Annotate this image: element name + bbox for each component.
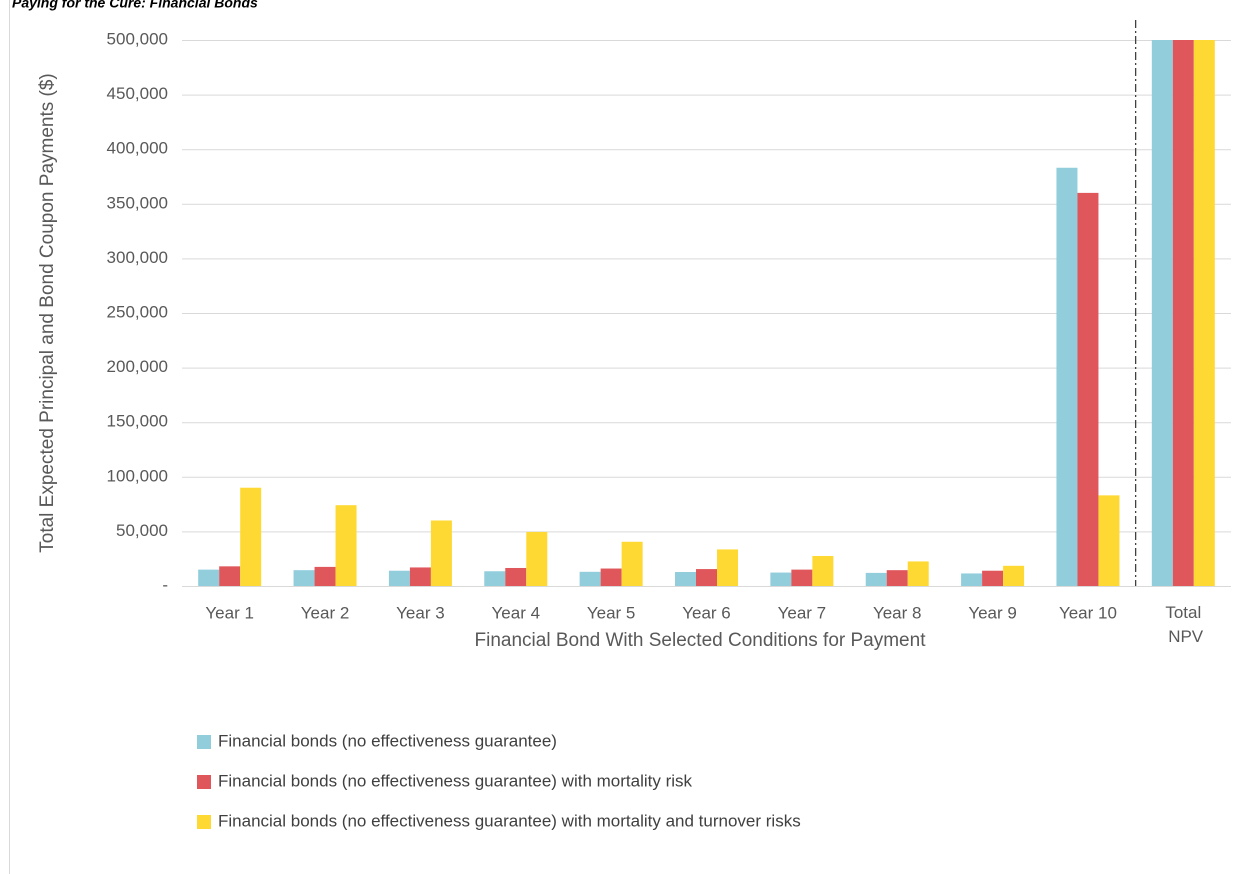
x-tick-label: Year 10 <box>1059 603 1117 622</box>
bar <box>240 487 262 586</box>
bar <box>1098 495 1120 586</box>
bar <box>696 569 717 586</box>
x-tick-label-line: NPV <box>1163 627 1203 646</box>
bar <box>982 570 1004 586</box>
x-tick-label: Year 4 <box>492 603 541 622</box>
x-tick-label-line: Total <box>1165 603 1201 622</box>
bar <box>1172 40 1194 586</box>
bar <box>675 572 696 586</box>
bar <box>484 571 506 586</box>
bar <box>505 567 527 586</box>
legend-swatch <box>197 815 211 829</box>
bar <box>621 541 643 586</box>
legend-label: Financial bonds (no effectiveness guaran… <box>218 771 693 790</box>
y-tick-label: - <box>162 575 168 594</box>
bar <box>314 566 336 586</box>
bar <box>770 572 792 586</box>
bar <box>293 570 315 586</box>
legend-label: Financial bonds (no effectiveness guaran… <box>218 811 801 830</box>
y-tick-label: 400,000 <box>107 139 168 158</box>
bar <box>335 505 357 586</box>
x-tick-label: Year 5 <box>587 603 636 622</box>
y-tick-label: 50,000 <box>116 521 168 540</box>
legend-swatch <box>197 775 211 789</box>
bar <box>812 555 834 586</box>
x-tick-label: Year 2 <box>301 603 350 622</box>
y-tick-label: 200,000 <box>107 357 168 376</box>
bar <box>717 549 738 586</box>
bar <box>1077 192 1099 586</box>
bar <box>886 570 908 586</box>
bar <box>1151 40 1173 586</box>
bar <box>600 568 622 586</box>
bar <box>907 561 929 586</box>
chart-title: Paying for the Cure: Financial Bonds <box>12 0 258 11</box>
bar <box>1003 565 1025 586</box>
x-tick-label: Total NPV <box>1163 603 1203 646</box>
y-tick-label: 150,000 <box>107 412 168 431</box>
y-tick-label: 250,000 <box>107 302 168 321</box>
bar <box>430 520 452 586</box>
x-tick-label: Year 9 <box>968 603 1017 622</box>
x-tick-label: Year 1 <box>205 603 254 622</box>
bar <box>961 573 983 586</box>
bar <box>1193 40 1215 586</box>
bar <box>219 566 241 586</box>
bar <box>791 569 813 586</box>
x-axis-title: Financial Bond With Selected Conditions … <box>475 630 927 651</box>
bar <box>388 570 410 586</box>
x-tick-label: Year 8 <box>873 603 922 622</box>
y-tick-label: 350,000 <box>107 193 168 212</box>
x-tick-label: Year 3 <box>396 603 445 622</box>
legend-label: Financial bonds (no effectiveness guaran… <box>218 731 557 750</box>
legend-swatch <box>197 735 211 749</box>
bar <box>579 571 601 586</box>
y-axis-title: Total Expected Principal and Bond Coupon… <box>37 73 58 553</box>
bar <box>198 569 220 586</box>
bar <box>865 572 887 586</box>
bar <box>409 567 431 586</box>
y-tick-label: 300,000 <box>107 248 168 267</box>
bar <box>1056 167 1078 586</box>
y-tick-label: 450,000 <box>107 84 168 103</box>
x-tick-label: Year 7 <box>778 603 827 622</box>
y-tick-label: 100,000 <box>107 466 168 485</box>
bar <box>526 531 548 586</box>
x-tick-label: Year 6 <box>682 603 731 622</box>
y-tick-label: 500,000 <box>107 29 168 48</box>
